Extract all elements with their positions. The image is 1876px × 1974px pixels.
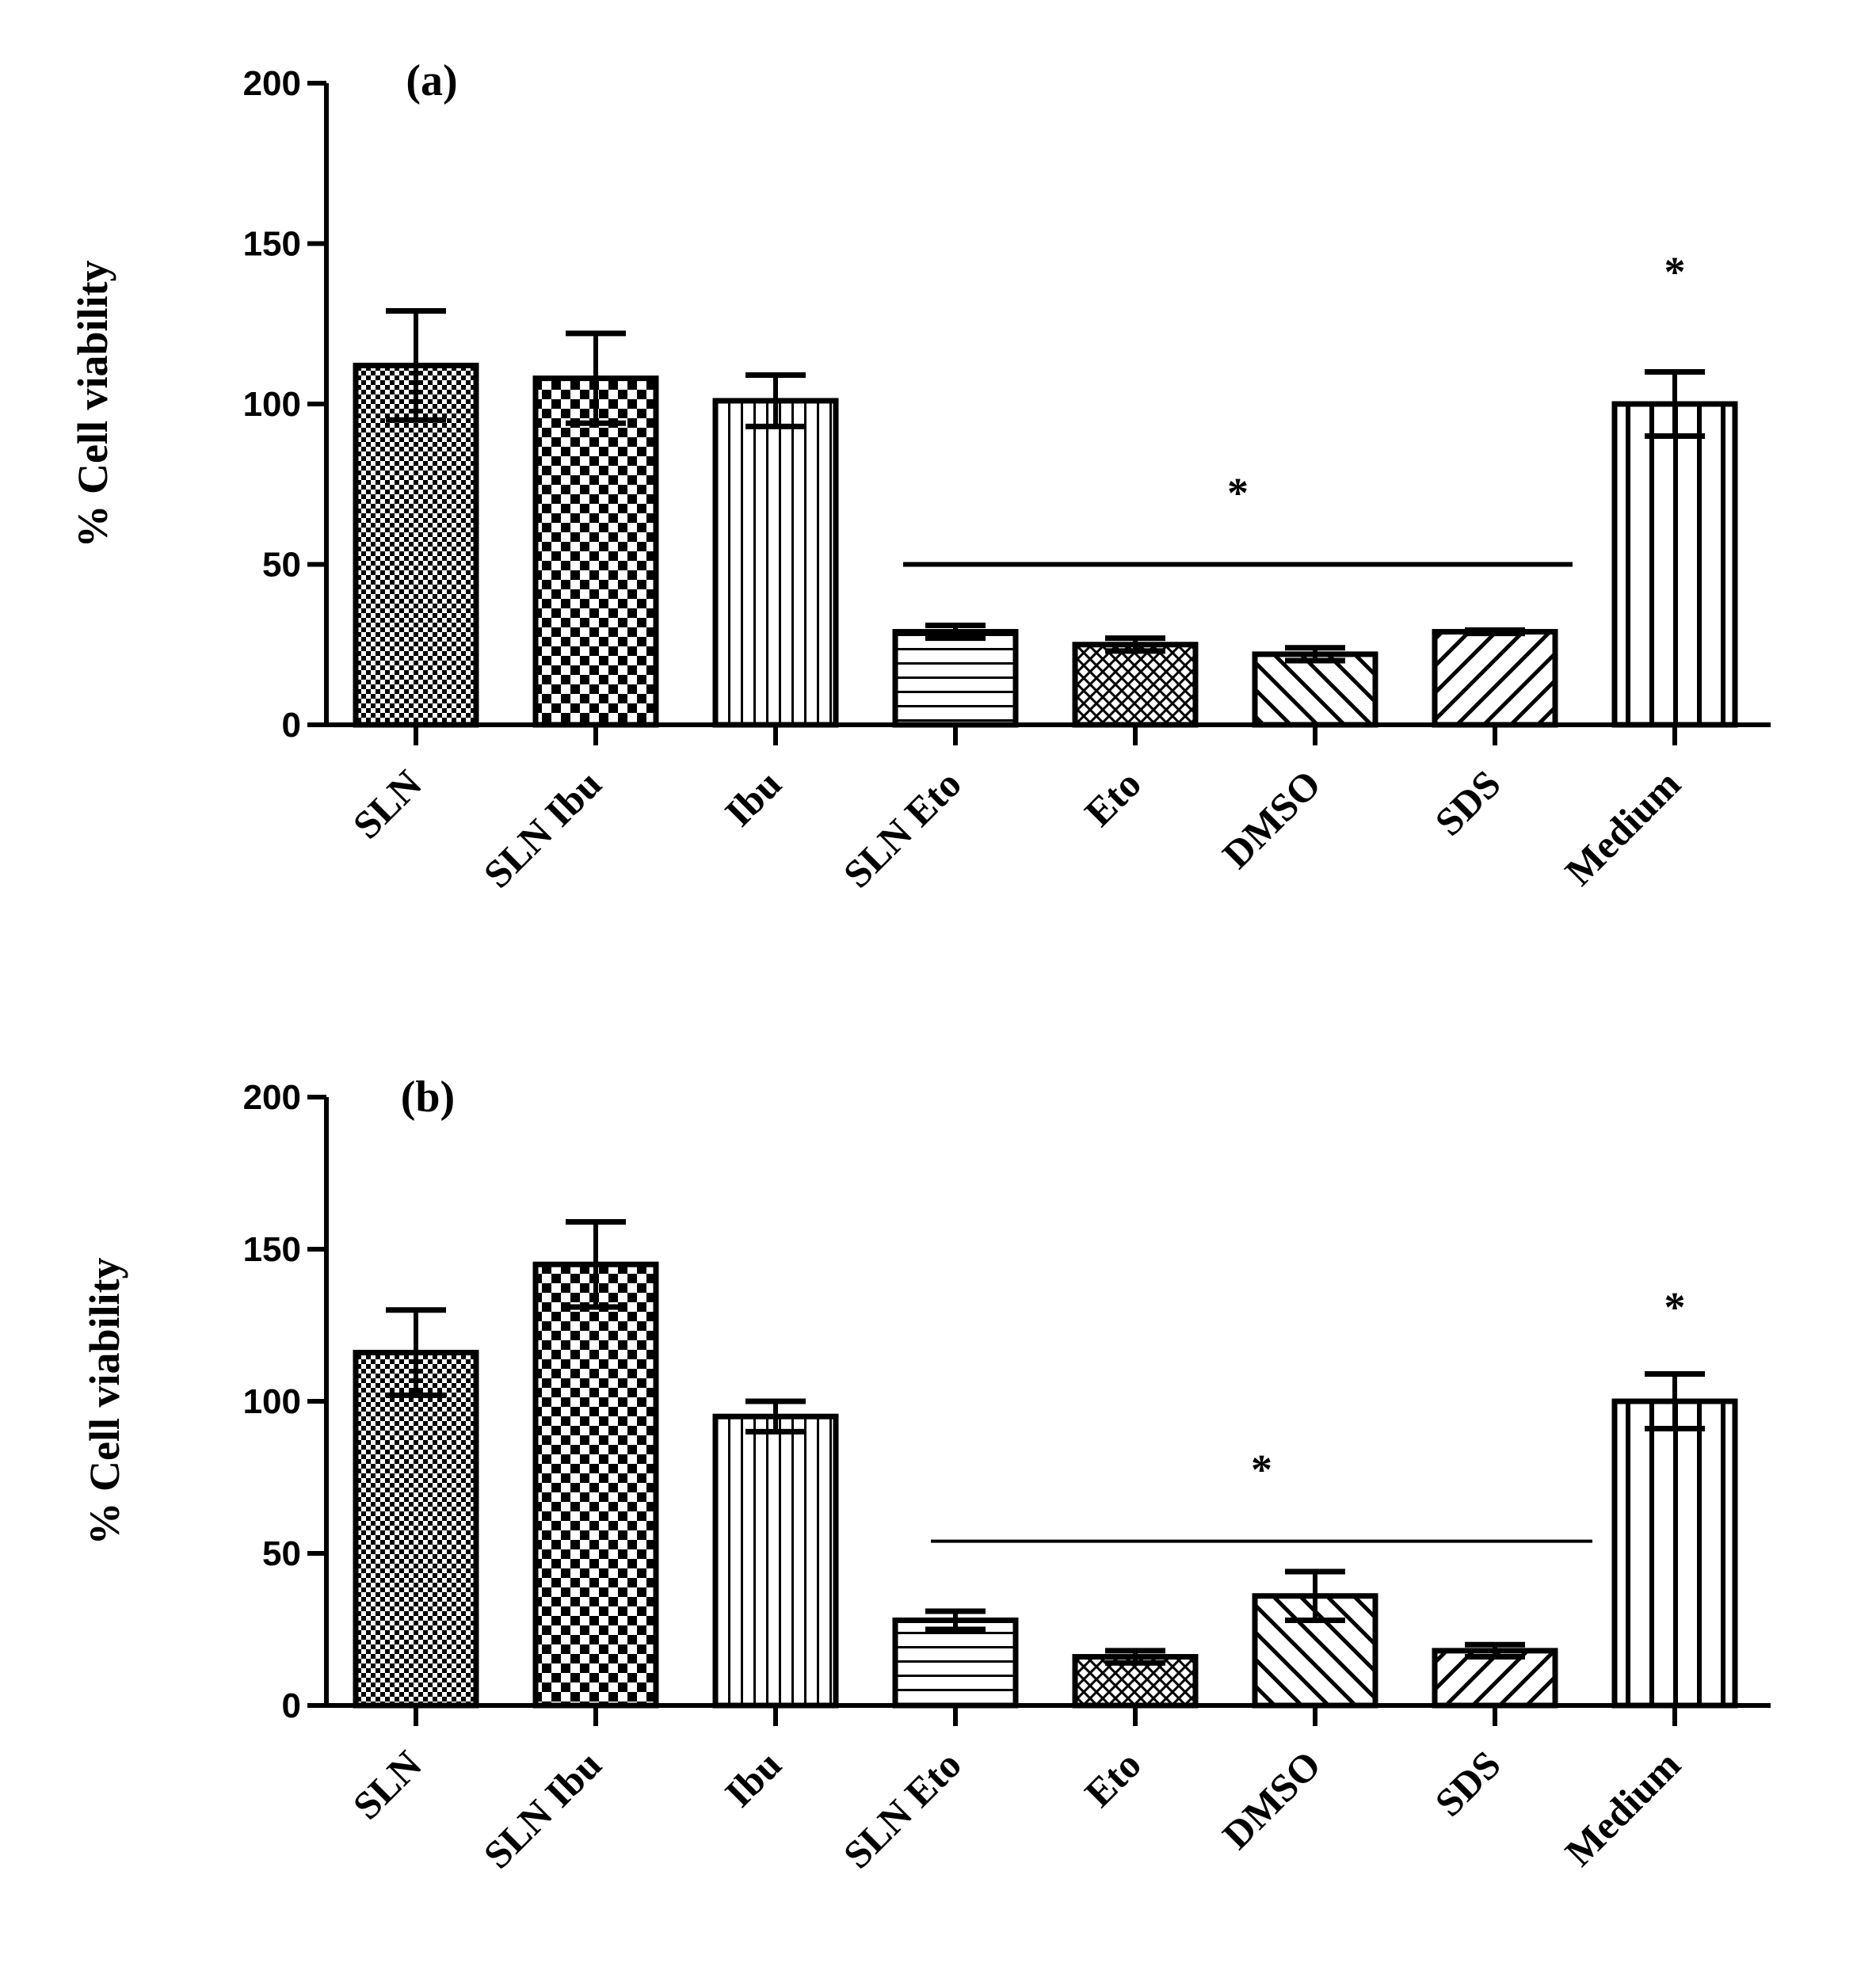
bar-sln-eto [892,629,1019,728]
x-tick-label: SLN Eto [835,761,970,896]
x-tick-label: DMSO [1214,761,1329,877]
y-tick-label: 0 [282,1686,301,1725]
y-tick-label: 50 [262,546,301,585]
panel-label: (a) [406,56,457,105]
bar-dmso [1252,651,1378,728]
bar-sln-eto [892,1617,1019,1709]
significance-star-group: * [1251,1446,1272,1494]
x-tick-label: Ibu [716,1742,790,1816]
y-tick-label: 50 [262,1534,301,1573]
x-tick-label: DMSO [1214,1742,1329,1858]
significance-star-medium: * [1664,249,1686,296]
bar-sln-ibu [532,1261,659,1709]
x-tick-label: Eto [1076,1742,1150,1816]
significance-star-medium: * [1664,1283,1686,1331]
chart-panel-a: 0 50 100 150 200 % Cell viability (a) SLN SLN Ib… [69,56,1771,896]
x-tick-label: SLN Eto [835,1742,970,1877]
y-tick-label: 150 [243,225,301,264]
bar-eto [1072,642,1199,728]
significance-star-group: * [1227,470,1249,517]
y-tick-label: 0 [282,706,301,745]
chart-panel-b: 0 50 100 150 200 % Cell viability (b) SLN SLN Ib… [81,1073,1771,1877]
x-tick-label: Eto [1076,761,1150,835]
x-tick-label: Medium [1557,1742,1689,1874]
y-tick-label: 100 [243,1382,301,1421]
y-tick-label: 100 [243,385,301,424]
y-tick-label: 200 [243,64,301,103]
x-tick-label: SDS [1426,761,1508,844]
y-tick-label: 150 [243,1230,301,1269]
x-tick-label: SLN Ibu [475,1742,609,1877]
bar-sln [353,1350,479,1709]
x-tick-label: Ibu [716,761,790,835]
y-tick-label: 200 [243,1078,301,1117]
bar-ibu [712,398,839,728]
bar-ibu [712,1413,839,1709]
panel-label: (b) [401,1073,455,1122]
x-tick-label: SLN Ibu [475,761,609,896]
y-axis-label: % Cell viability [81,1258,128,1545]
x-tick-label: SDS [1426,1742,1508,1824]
x-tick-label: SLN [344,1742,429,1827]
bar-medium [1611,1398,1738,1709]
x-tick-label: Medium [1557,761,1689,894]
bar-sln-ibu [532,375,659,728]
y-axis-label: % Cell viability [69,261,116,548]
bar-medium [1611,401,1738,728]
x-tick-label: SLN [344,761,429,847]
bar-sds [1432,629,1558,728]
